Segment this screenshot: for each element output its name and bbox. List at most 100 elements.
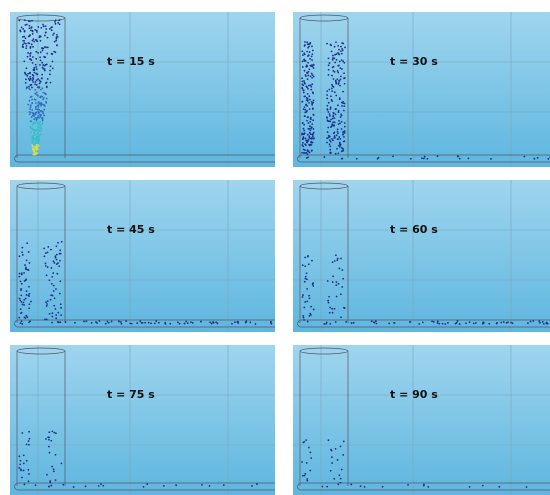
particle bbox=[21, 247, 23, 249]
particle bbox=[337, 138, 339, 140]
particle bbox=[337, 45, 339, 47]
particle bbox=[47, 37, 49, 39]
particle bbox=[209, 485, 211, 487]
particle bbox=[340, 76, 342, 78]
particle bbox=[326, 322, 328, 324]
particle bbox=[35, 102, 37, 104]
particle bbox=[364, 486, 366, 488]
particle bbox=[338, 474, 340, 476]
particle bbox=[249, 321, 251, 323]
particle bbox=[335, 284, 337, 286]
particle bbox=[28, 86, 30, 88]
particle bbox=[313, 64, 315, 66]
particle bbox=[42, 117, 44, 119]
particle bbox=[407, 484, 409, 486]
particle bbox=[34, 29, 36, 31]
particle bbox=[338, 283, 340, 285]
particle bbox=[36, 136, 38, 138]
particle bbox=[329, 143, 331, 145]
particle bbox=[56, 44, 58, 46]
particle bbox=[143, 486, 145, 488]
particle bbox=[29, 320, 31, 322]
particle bbox=[24, 72, 26, 74]
particle bbox=[326, 43, 328, 45]
particle bbox=[312, 128, 314, 130]
particle bbox=[30, 59, 32, 61]
particle bbox=[27, 42, 29, 44]
particle bbox=[175, 484, 177, 486]
particle bbox=[337, 258, 339, 260]
particle bbox=[308, 139, 310, 141]
particle bbox=[376, 323, 378, 325]
particle bbox=[46, 474, 48, 476]
particle bbox=[310, 306, 312, 308]
particle bbox=[56, 36, 58, 38]
time-label: t = 30 s bbox=[390, 55, 438, 68]
particle bbox=[330, 119, 332, 121]
particle bbox=[32, 146, 34, 148]
particle bbox=[304, 281, 306, 283]
particle bbox=[473, 322, 475, 324]
particle bbox=[43, 104, 45, 106]
particle bbox=[21, 323, 23, 325]
particle bbox=[326, 142, 328, 144]
particle bbox=[334, 260, 336, 262]
particle bbox=[306, 120, 308, 122]
particle bbox=[32, 46, 34, 48]
particle bbox=[38, 104, 40, 106]
particle bbox=[51, 283, 53, 285]
particle bbox=[30, 120, 32, 122]
particle bbox=[61, 241, 63, 243]
particle bbox=[338, 136, 340, 138]
particle bbox=[328, 296, 330, 298]
particle bbox=[190, 321, 192, 323]
particle bbox=[338, 49, 340, 51]
particle bbox=[337, 65, 339, 67]
figure: t = 15 st = 30 st = 45 st = 60 st = 75 s… bbox=[0, 0, 550, 495]
particle bbox=[304, 475, 306, 477]
particle bbox=[304, 265, 306, 267]
particle bbox=[51, 431, 53, 433]
particle bbox=[59, 260, 61, 262]
particle bbox=[340, 258, 342, 260]
particle bbox=[26, 444, 28, 446]
particle bbox=[329, 62, 331, 64]
particle bbox=[21, 304, 23, 306]
particle bbox=[339, 85, 341, 87]
particle bbox=[307, 88, 309, 90]
particle bbox=[308, 54, 310, 56]
particle bbox=[311, 77, 313, 79]
particle bbox=[49, 480, 51, 482]
particle bbox=[39, 123, 41, 125]
particle bbox=[310, 84, 312, 86]
particle bbox=[331, 84, 333, 86]
particle bbox=[304, 257, 306, 259]
particle bbox=[322, 486, 324, 488]
particle bbox=[36, 39, 38, 41]
particle bbox=[26, 88, 28, 90]
particle bbox=[308, 46, 310, 48]
particle bbox=[65, 321, 67, 323]
particle bbox=[24, 280, 26, 282]
particle bbox=[105, 323, 107, 325]
particle bbox=[22, 254, 24, 256]
particle bbox=[52, 295, 54, 297]
particle bbox=[55, 19, 57, 21]
particle bbox=[337, 104, 339, 106]
particle bbox=[37, 132, 39, 134]
particle bbox=[56, 34, 58, 36]
particle bbox=[29, 438, 31, 440]
particle bbox=[306, 141, 308, 143]
particle bbox=[39, 127, 41, 129]
particle bbox=[48, 431, 50, 433]
particle bbox=[23, 36, 25, 38]
particle bbox=[38, 138, 40, 140]
particle bbox=[305, 66, 307, 68]
particle bbox=[55, 288, 57, 290]
particle bbox=[437, 155, 439, 157]
particle bbox=[305, 60, 307, 62]
particle bbox=[342, 49, 344, 51]
particle bbox=[18, 317, 20, 319]
particle bbox=[475, 322, 477, 324]
particle bbox=[39, 80, 41, 82]
